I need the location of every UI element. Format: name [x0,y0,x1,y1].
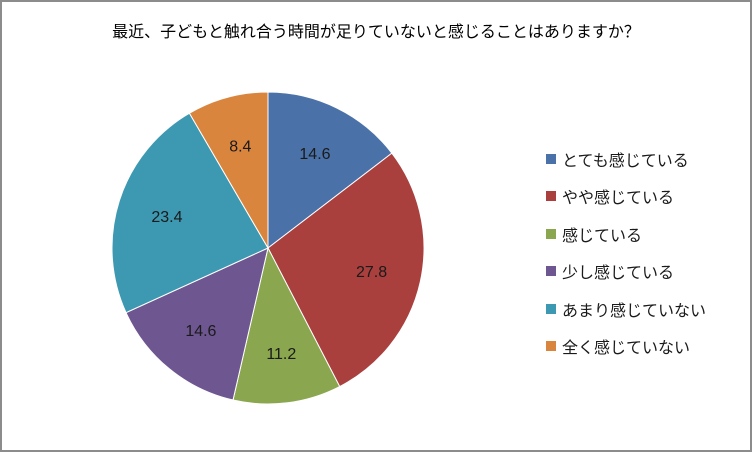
legend-item: あまり感じていない [546,290,706,328]
legend-label: とても感じている [562,150,689,170]
chart-title: 最近、子どもと触れ合う時間が足りていないと感じることはありますか？ [112,22,640,41]
legend-swatch-icon [546,341,556,352]
legend-item: 全く感じていない [546,328,706,366]
legend-item: とても感じている [546,140,706,178]
legend-label: 全く感じていない [562,338,691,358]
pie-slice [267,91,393,250]
legend-swatch-icon [546,153,556,164]
legend-label: 少し感じている [562,263,675,283]
slice-value-label: 8.4 [229,139,251,156]
legend-swatch-icon [546,228,556,239]
legend-label: やや感じている [562,188,675,208]
pie-slice [111,112,269,314]
pie-slice [188,91,269,250]
legend-swatch-icon [546,303,556,314]
pie-slice [267,152,425,388]
legend-item: やや感じている [546,178,706,216]
legend-label: 感じている [562,225,643,245]
legend-swatch-icon [546,191,556,202]
legend-swatch-icon [546,266,556,277]
legend-item: 少し感じている [546,253,706,291]
legend: とても感じている やや感じている 感じている少し感じているあまり感じていない 全く感じ… [546,140,706,365]
slice-value-label: 27.8 [356,264,387,281]
pie-slice [232,246,341,405]
slice-value-label: 14.6 [185,323,216,340]
legend-item: 感じている [546,215,706,253]
slice-value-label: 11.2 [266,346,296,363]
legend-label: あまり感じていない [562,300,707,320]
slice-value-label: 14.6 [299,146,330,163]
slice-value-label: 23.4 [151,209,182,226]
pie-slice [125,247,269,401]
